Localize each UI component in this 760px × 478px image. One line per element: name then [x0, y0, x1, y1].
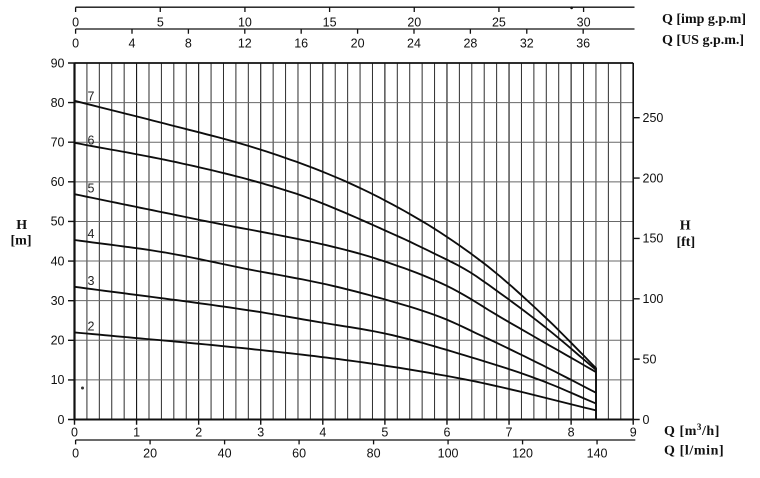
svg-text:100: 100	[643, 292, 664, 306]
svg-text:5: 5	[88, 182, 95, 196]
svg-text:30: 30	[51, 294, 65, 308]
svg-text:10: 10	[238, 15, 252, 29]
svg-text:8: 8	[185, 37, 192, 51]
svg-text:6: 6	[88, 134, 95, 148]
svg-text:0: 0	[71, 425, 78, 439]
svg-text:2: 2	[195, 425, 202, 439]
svg-text:60: 60	[292, 446, 306, 460]
svg-text:5: 5	[157, 15, 164, 29]
svg-text:24: 24	[407, 37, 421, 51]
svg-text:0: 0	[72, 15, 79, 29]
svg-text:120: 120	[512, 446, 533, 460]
svg-text:100: 100	[438, 446, 459, 460]
svg-text:20: 20	[407, 15, 421, 29]
svg-text:10: 10	[51, 373, 65, 387]
svg-text:4: 4	[129, 37, 136, 51]
svg-text:7: 7	[88, 90, 95, 104]
svg-text:6: 6	[444, 425, 451, 439]
svg-text:20: 20	[51, 334, 65, 348]
svg-text:40: 40	[51, 254, 65, 268]
svg-text:H: H	[680, 219, 691, 234]
svg-text:0: 0	[72, 37, 79, 51]
svg-text:250: 250	[643, 111, 664, 125]
svg-text:20: 20	[351, 37, 365, 51]
svg-text:70: 70	[51, 136, 65, 150]
svg-text:40: 40	[218, 446, 232, 460]
svg-text:32: 32	[520, 37, 534, 51]
svg-text:Q [m3/h]: Q [m3/h]	[664, 422, 720, 439]
svg-text:1: 1	[133, 425, 140, 439]
svg-text:3: 3	[88, 274, 95, 288]
svg-text:7: 7	[506, 425, 513, 439]
svg-text:15: 15	[323, 15, 337, 29]
svg-text:0: 0	[58, 413, 65, 427]
svg-text:150: 150	[643, 232, 664, 246]
svg-text:Q [US g.p.m.]: Q [US g.p.m.]	[662, 33, 744, 48]
svg-text:9: 9	[630, 425, 637, 439]
svg-text:36: 36	[576, 37, 590, 51]
svg-text:3: 3	[257, 425, 264, 439]
svg-text:4: 4	[88, 227, 95, 241]
svg-text:H: H	[16, 218, 27, 233]
svg-text:28: 28	[463, 37, 477, 51]
svg-text:200: 200	[643, 171, 664, 185]
svg-text:5: 5	[381, 425, 388, 439]
svg-text:0: 0	[643, 413, 650, 427]
svg-text:8: 8	[568, 425, 575, 439]
svg-text:20: 20	[143, 446, 157, 460]
svg-text:16: 16	[294, 37, 308, 51]
svg-text:50: 50	[51, 215, 65, 229]
svg-text:30: 30	[577, 15, 591, 29]
svg-text:90: 90	[51, 56, 65, 70]
svg-text:140: 140	[587, 446, 608, 460]
svg-text:50: 50	[643, 352, 657, 366]
svg-text:[m]: [m]	[11, 234, 32, 249]
svg-text:Q [l/min]: Q [l/min]	[664, 444, 724, 459]
svg-text:Q [imp g.p.m]: Q [imp g.p.m]	[662, 12, 746, 27]
svg-text:25: 25	[492, 15, 506, 29]
svg-text:60: 60	[51, 175, 65, 189]
svg-text:4: 4	[319, 425, 326, 439]
svg-text:12: 12	[238, 37, 252, 51]
svg-text:[ft]: [ft]	[676, 235, 695, 250]
svg-text:2: 2	[88, 320, 95, 334]
svg-text:80: 80	[367, 446, 381, 460]
svg-text:80: 80	[51, 96, 65, 110]
svg-text:0: 0	[72, 446, 79, 460]
